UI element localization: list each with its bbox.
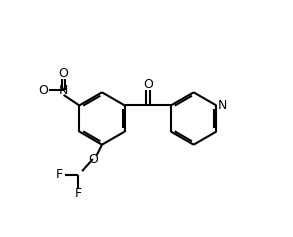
Text: O: O bbox=[59, 68, 69, 81]
Text: O: O bbox=[143, 78, 153, 91]
Text: N: N bbox=[217, 99, 227, 112]
Text: O: O bbox=[38, 84, 48, 97]
Text: F: F bbox=[75, 187, 82, 201]
Text: O: O bbox=[88, 153, 98, 166]
Text: F: F bbox=[56, 168, 63, 181]
Text: N: N bbox=[59, 84, 68, 97]
